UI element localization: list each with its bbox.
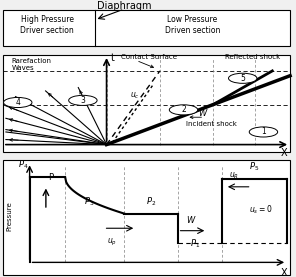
Text: 2: 2 [181,105,186,114]
Circle shape [4,98,32,107]
Text: $P_4$: $P_4$ [18,158,28,171]
Text: Contact Surface: Contact Surface [121,54,177,60]
Text: $P_2$: $P_2$ [146,195,156,207]
Text: t: t [111,53,115,63]
Text: High Pressure
Driver section: High Pressure Driver section [20,15,74,35]
Text: 1: 1 [261,127,266,137]
Circle shape [69,95,97,106]
Text: X: X [281,268,287,277]
Text: Low Pressure
Driven section: Low Pressure Driven section [165,15,220,35]
Text: Reflected shock: Reflected shock [225,54,280,60]
Text: $P_5$: $P_5$ [250,161,260,173]
Circle shape [249,127,278,137]
Text: 3: 3 [81,96,85,105]
Circle shape [169,105,198,115]
Text: $u_p$: $u_p$ [107,237,118,248]
Circle shape [229,73,257,83]
Text: $P_1$: $P_1$ [190,238,200,250]
Text: X: X [281,148,287,158]
Text: $u_c$: $u_c$ [130,91,140,101]
Text: Rarefaction
Waves: Rarefaction Waves [12,58,52,71]
Text: Pressure: Pressure [6,201,12,231]
Text: $u_s{=}0$: $u_s{=}0$ [249,204,272,216]
Text: W: W [198,109,207,117]
Text: 5: 5 [240,74,245,83]
Text: Diaphragm: Diaphragm [97,1,152,12]
Text: $P_3$: $P_3$ [83,195,94,207]
Text: 4: 4 [15,98,20,107]
Text: P: P [48,173,53,182]
Text: Incident shock: Incident shock [186,120,237,127]
Text: W: W [186,216,195,225]
Bar [3,10,290,46]
Text: $u_R$: $u_R$ [229,170,239,181]
